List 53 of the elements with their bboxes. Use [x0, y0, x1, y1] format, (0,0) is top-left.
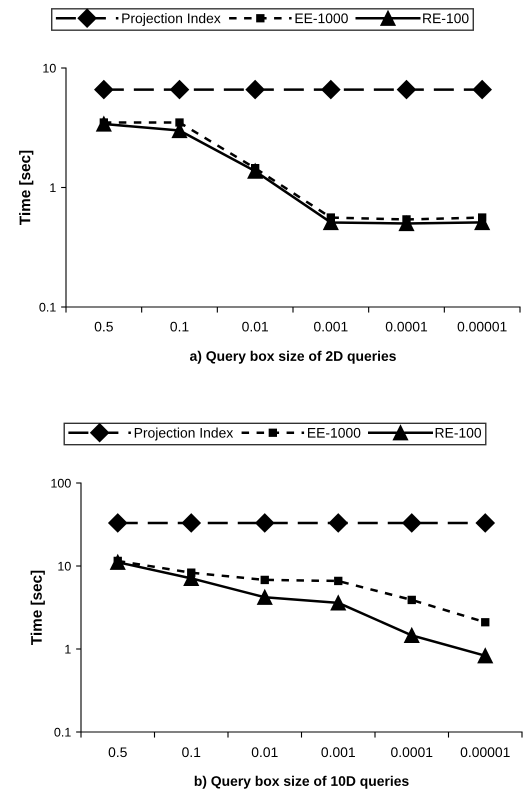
y-tick-label: 10 — [43, 64, 56, 73]
x-tick-label: 0.01 — [252, 747, 278, 758]
point — [110, 554, 126, 570]
point — [328, 513, 348, 532]
point — [478, 648, 493, 664]
legend-label: EE-1000 — [296, 13, 348, 24]
point — [402, 513, 422, 532]
point — [248, 164, 263, 179]
point — [396, 80, 416, 100]
x-tick-label: 0.001 — [321, 747, 355, 758]
point — [472, 80, 492, 100]
x-tick-label: 0.0001 — [391, 747, 432, 758]
point — [257, 590, 272, 605]
point — [398, 216, 414, 232]
legend-label: EE-1000 — [308, 428, 360, 438]
y-tick-label: 1 — [65, 644, 71, 654]
x-tick-label: 0.00001 — [460, 747, 510, 758]
y-axis-title: Time [sec] — [30, 570, 45, 645]
x-tick-label: 0.001 — [314, 322, 348, 332]
legend-label: Projection Index — [134, 428, 234, 440]
x-tick-label: 0.5 — [94, 322, 113, 332]
point — [260, 576, 269, 584]
y-axis-title: Time [sec] — [19, 150, 34, 225]
point — [408, 596, 416, 604]
y-tick-label: 1 — [50, 183, 56, 192]
x-tick-label: 0.00001 — [458, 322, 507, 332]
x-tick-label: 0.01 — [242, 322, 268, 332]
point — [170, 80, 190, 100]
y-tick-label: 100 — [51, 478, 71, 488]
y-tick-label: 0.1 — [39, 302, 56, 312]
point — [321, 80, 340, 100]
y-tick-label: 0.1 — [54, 728, 71, 737]
x-tick-label: 0.0001 — [386, 322, 428, 332]
legend-label: RE-100 — [436, 428, 482, 438]
point — [476, 513, 495, 532]
x-axis-title: a) Query box size of 2D queries — [190, 350, 396, 364]
point — [255, 513, 274, 532]
point — [330, 595, 346, 610]
point — [96, 116, 112, 132]
point — [481, 618, 490, 626]
x-tick-label: 0.5 — [108, 747, 127, 758]
legend-label: Projection Index — [122, 13, 221, 26]
point — [108, 513, 128, 532]
point — [246, 80, 265, 100]
point — [334, 576, 342, 586]
x-tick-label: 0.1 — [182, 747, 200, 758]
legend-label: RE-100 — [423, 13, 469, 24]
point — [94, 80, 114, 100]
y-tick-label: 10 — [58, 562, 71, 571]
point — [404, 628, 420, 643]
x-axis-title: b) Query box size of 10D queries — [194, 776, 409, 789]
x-tick-label: 0.1 — [170, 322, 188, 332]
point — [182, 513, 201, 532]
